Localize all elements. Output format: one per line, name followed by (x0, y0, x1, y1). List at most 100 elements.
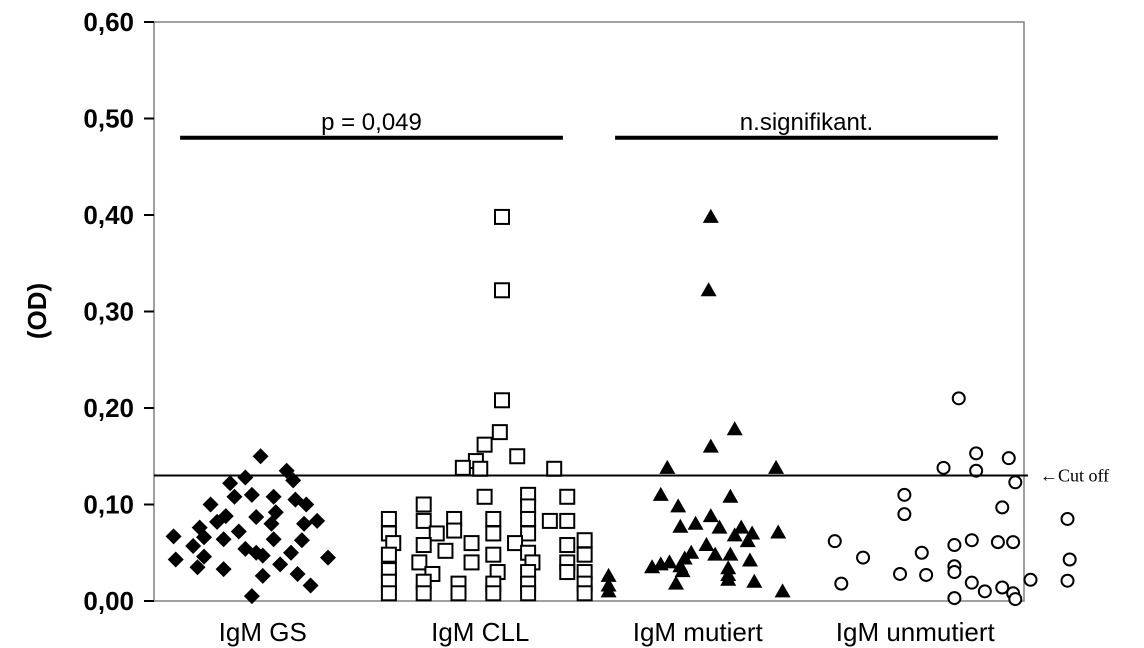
cutoff-label: ←Cut off (1040, 466, 1109, 486)
data-point (856, 550, 871, 565)
significance-label: p = 0,049 (321, 109, 422, 136)
x-tick-label: IgM CLL (431, 617, 529, 647)
data-point (668, 575, 684, 590)
data-point (215, 531, 232, 548)
data-point (702, 208, 719, 223)
data-point (415, 496, 432, 513)
data-point (296, 515, 313, 532)
y-axis-label: (OD) (22, 283, 52, 339)
data-point (1008, 475, 1023, 490)
data-point (897, 487, 912, 502)
data-point (494, 392, 510, 409)
data-point (494, 282, 510, 299)
data-point (237, 469, 254, 486)
x-tick-label: IgM unmutiert (836, 617, 996, 647)
data-points (165, 208, 1077, 607)
data-point (559, 488, 576, 505)
y-tick-label: 0,20 (83, 393, 134, 423)
data-point (559, 537, 576, 554)
cutoff-line-group: ←Cut off (154, 466, 1109, 486)
data-point (476, 436, 493, 453)
data-point (722, 488, 739, 503)
data-point (248, 509, 265, 526)
data-point (196, 548, 213, 565)
data-point (491, 424, 508, 441)
data-point (380, 546, 397, 563)
y-tick-label: 0,40 (83, 200, 134, 230)
data-point (520, 585, 537, 602)
x-tick-label: IgM mutiert (633, 617, 764, 647)
data-point (990, 535, 1005, 550)
data-point (202, 496, 219, 513)
data-point (1008, 592, 1023, 607)
data-point (243, 588, 260, 605)
data-point (1060, 511, 1075, 526)
data-point (947, 591, 962, 606)
data-point (263, 515, 280, 532)
data-point (722, 546, 739, 561)
data-point (659, 459, 676, 474)
data-point (1023, 572, 1038, 587)
data-point (254, 567, 271, 584)
data-point (289, 565, 306, 582)
data-point (446, 522, 463, 539)
data-point (293, 532, 310, 549)
data-point (741, 552, 758, 567)
data-point (463, 535, 480, 552)
data-point (726, 527, 743, 542)
data-point (707, 546, 724, 561)
data-point (520, 510, 537, 527)
plot-area (153, 21, 1025, 602)
data-point (576, 532, 593, 549)
y-tick-label: 0,00 (83, 586, 134, 616)
data-point (485, 585, 502, 602)
data-point (283, 544, 300, 561)
y-tick-label: 0,30 (83, 297, 134, 327)
data-point (415, 585, 432, 602)
data-point (476, 488, 493, 505)
data-point (698, 537, 715, 552)
data-point (215, 561, 232, 578)
data-point (265, 531, 282, 548)
data-point (485, 510, 502, 527)
data-point (644, 559, 661, 574)
data-point (1062, 552, 1077, 567)
data-point (893, 566, 908, 581)
data-point (964, 533, 979, 548)
data-point (687, 515, 704, 530)
data-point (702, 438, 719, 453)
data-point (437, 542, 454, 559)
data-point (964, 575, 979, 590)
data-point (165, 528, 182, 545)
data-point (914, 545, 929, 560)
data-point (380, 510, 397, 527)
data-point (827, 534, 842, 549)
data-point (919, 567, 934, 582)
y-axis: 0,00 0,10 0,20 0,30 0,40 0,50 0,60 (83, 7, 154, 616)
data-point (520, 525, 537, 542)
data-point (576, 585, 593, 602)
data-point (252, 448, 269, 465)
data-point (415, 512, 432, 529)
data-point (546, 460, 563, 477)
data-point (947, 538, 962, 553)
significance-annotations: p = 0,049 n.signifikant. (180, 109, 998, 140)
data-point (774, 583, 791, 598)
data-point (947, 565, 962, 580)
data-point (167, 551, 184, 568)
data-point (702, 508, 719, 523)
data-point (834, 576, 849, 591)
data-point (670, 498, 687, 513)
data-point (485, 546, 502, 563)
data-point (672, 518, 689, 533)
data-point (600, 583, 617, 598)
data-point (320, 549, 336, 566)
data-point (298, 496, 315, 513)
data-point (411, 554, 428, 571)
data-point (995, 580, 1010, 595)
data-point (559, 564, 576, 581)
data-point (720, 571, 737, 586)
data-point (969, 463, 984, 478)
y-tick-label: 0,10 (83, 490, 134, 520)
